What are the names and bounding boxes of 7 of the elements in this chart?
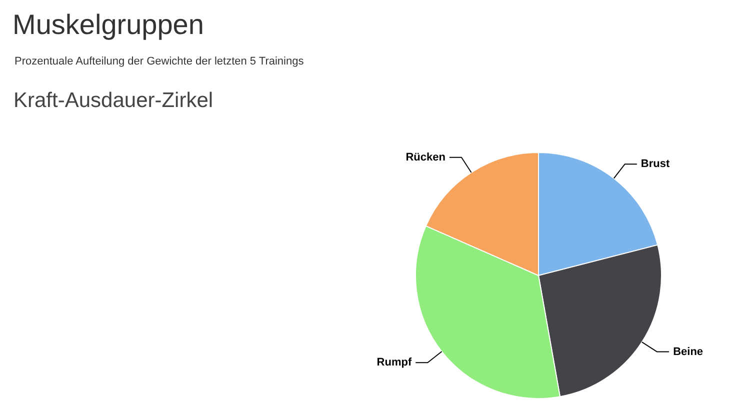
slice-label: Rücken [406,151,446,164]
slice-label: Rumpf [376,356,412,369]
text: Kraft-Ausdauer-Zirkel [14,89,214,112]
slice-label: Beine [673,346,704,358]
text: Muskelgruppen [12,9,204,40]
slice-label: Brust [640,158,670,170]
text: Prozentuale Aufteilung der Gewichte der letzten 5 Trainings [14,56,304,68]
